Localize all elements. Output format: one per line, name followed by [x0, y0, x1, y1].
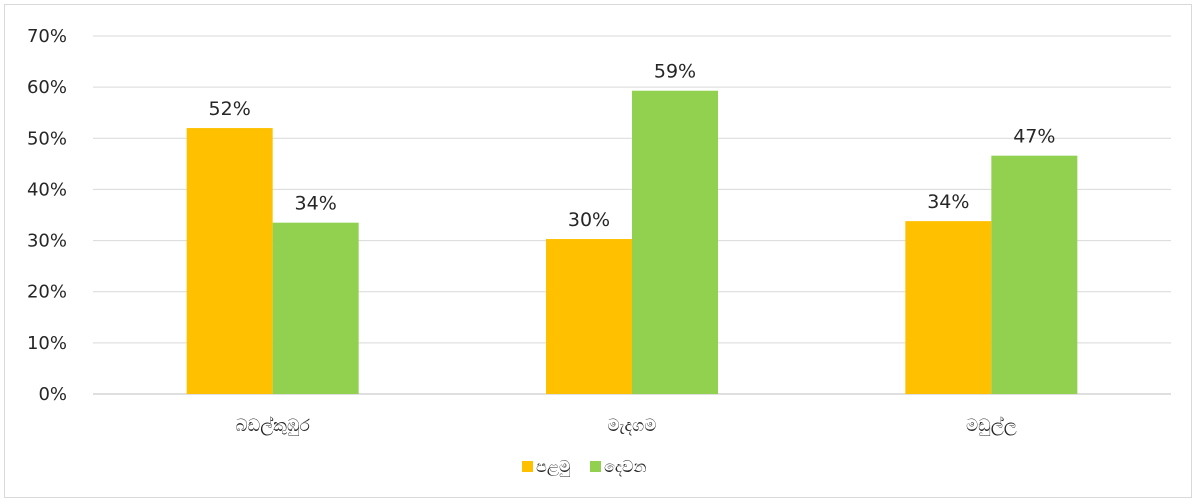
- x-tick-label: මැදගම: [608, 416, 657, 436]
- bar: [546, 239, 632, 394]
- data-label: 52%: [209, 98, 251, 120]
- y-tick-label: 20%: [27, 282, 67, 303]
- y-tick-label: 30%: [27, 231, 67, 252]
- bar: [272, 222, 359, 394]
- legend-swatch: [590, 461, 601, 472]
- bar: [991, 155, 1078, 394]
- bar: [905, 221, 992, 394]
- chart-frame: 0% 10% 20% 30% 40% 50% 60% 70% 52% 34% බඩල්කුඹුර 30…: [4, 4, 1192, 498]
- bar: [186, 128, 273, 395]
- y-tick-label: 0%: [38, 384, 67, 405]
- data-label: 34%: [295, 193, 337, 215]
- y-tick-label: 60%: [27, 77, 67, 98]
- data-label: 47%: [1013, 126, 1055, 148]
- data-label: 34%: [927, 191, 969, 213]
- bar: [632, 90, 718, 395]
- x-tick-label: මඩුල්ල: [966, 416, 1017, 436]
- legend-swatch: [522, 461, 533, 472]
- y-tick-label: 50%: [27, 128, 67, 149]
- data-label: 30%: [568, 209, 610, 231]
- x-tick-label: බඩල්කුඹුර: [235, 416, 310, 436]
- y-tick-label: 70%: [27, 26, 67, 47]
- y-tick-label: 10%: [27, 333, 67, 354]
- legend-label: පළමු: [536, 457, 571, 477]
- bar-chart: 0% 10% 20% 30% 40% 50% 60% 70% 52% 34% බඩල්කුඹුර 30…: [27, 26, 1171, 477]
- y-tick-label: 40%: [27, 179, 67, 200]
- legend-label: දෙවන: [604, 457, 647, 476]
- data-label: 59%: [654, 61, 696, 83]
